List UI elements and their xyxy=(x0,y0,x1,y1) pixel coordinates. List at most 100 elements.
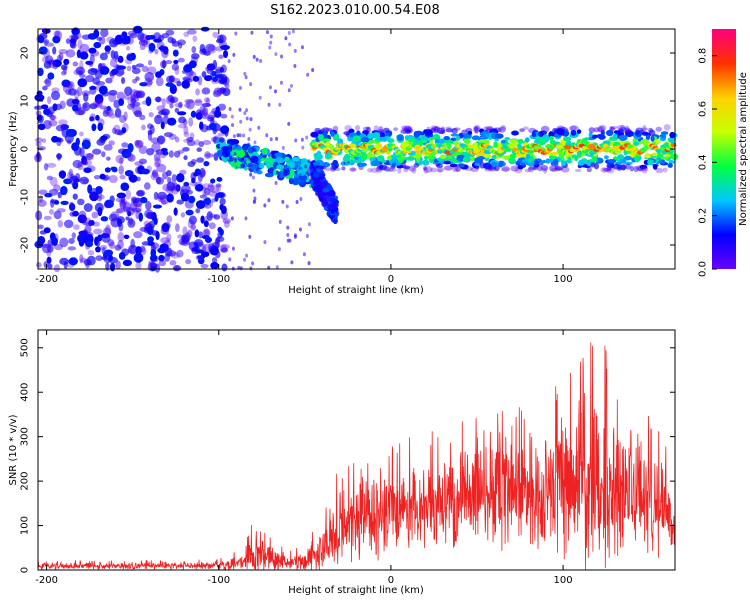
spectrogram-cell xyxy=(660,159,666,165)
spectrogram-cell xyxy=(114,107,122,118)
spectrogram-cell xyxy=(288,177,294,185)
spectrogram-cell xyxy=(330,131,335,137)
spectrogram-cell xyxy=(253,140,257,145)
spectrogram-cell xyxy=(298,174,308,182)
spectrogram-cell xyxy=(350,167,357,172)
spectrogram-cell xyxy=(195,200,206,209)
spectrogram-cell xyxy=(253,148,257,153)
spectrogram-cell xyxy=(367,132,374,139)
spectrogram-cell xyxy=(153,152,161,162)
spectrogram-cell xyxy=(100,28,109,38)
spectrogram-x-tick-label: -200 xyxy=(35,274,58,285)
spectrogram-cell xyxy=(108,140,115,146)
spectrogram-cell xyxy=(37,224,44,230)
spectrogram-cell xyxy=(495,133,504,139)
spectrogram-cell xyxy=(116,216,125,224)
spectrogram-cell xyxy=(72,193,78,200)
spectrogram-cell xyxy=(149,124,155,135)
spectrogram-cell xyxy=(247,142,251,147)
spectrogram-cell xyxy=(243,111,247,116)
spectrogram-cell xyxy=(595,157,604,164)
spectrogram-cell xyxy=(265,133,269,138)
spectrogram-cell xyxy=(219,197,226,206)
spectrogram-cell xyxy=(52,59,62,68)
spectrogram-cell xyxy=(162,183,172,192)
spectrogram-cell xyxy=(247,156,251,161)
spectrogram-cell xyxy=(65,38,71,44)
spectrogram-cell xyxy=(477,156,486,160)
spectrogram-cell xyxy=(331,198,337,206)
spectrogram-cell xyxy=(123,234,130,240)
spectrogram-cell xyxy=(88,47,97,54)
spectrogram-cell xyxy=(321,199,328,207)
spectrogram-y-tick-label: 20 xyxy=(20,47,31,60)
spectrogram-cell xyxy=(267,198,271,203)
spectrogram-y-tick-label: 10 xyxy=(20,95,31,108)
spectrogram-cell xyxy=(49,114,56,121)
spectrogram-cell xyxy=(371,160,380,167)
spectrogram-cell xyxy=(516,143,522,149)
spectrogram-cell xyxy=(215,106,220,113)
spectrogram-cell xyxy=(93,228,103,235)
spectrogram-cell xyxy=(434,138,440,145)
spectrogram-cell xyxy=(48,119,58,127)
spectrogram-cell xyxy=(167,117,177,126)
spectrogram-cell xyxy=(145,96,152,107)
spectrogram-cell xyxy=(287,31,291,36)
spectrogram-cell xyxy=(491,154,497,160)
spectrogram-cell xyxy=(203,187,211,196)
spectrogram-cell xyxy=(69,201,75,210)
snr-x-axis-label: Height of straight line (km) xyxy=(288,585,424,596)
spectrogram-cell xyxy=(95,102,101,107)
spectrogram-cell xyxy=(103,249,114,257)
spectrogram-cell xyxy=(642,125,647,132)
spectrogram-cell xyxy=(69,211,76,217)
spectrogram-cell xyxy=(186,99,195,110)
snr-x-tick-label: -200 xyxy=(35,575,58,586)
spectrogram-cell xyxy=(41,243,52,254)
spectrogram-cell xyxy=(106,105,111,112)
spectrogram-cell xyxy=(650,135,655,142)
spectrogram-cell xyxy=(199,105,206,115)
spectrogram-cell xyxy=(191,221,196,230)
spectrogram-cell xyxy=(574,168,582,173)
spectrogram-cell xyxy=(567,156,572,164)
spectrogram-cell xyxy=(180,184,191,194)
spectrogram-cell xyxy=(235,143,239,148)
spectrogram-cell xyxy=(204,236,213,243)
spectrogram-cell xyxy=(192,35,198,43)
spectrogram-cell xyxy=(563,145,572,150)
spectrogram-cell xyxy=(524,168,531,173)
spectrogram-cell xyxy=(323,199,328,206)
spectrogram-cell xyxy=(105,77,113,84)
spectrogram-cell xyxy=(177,57,185,63)
spectrogram-cell xyxy=(534,160,539,166)
spectrogram-cell xyxy=(111,167,118,173)
spectrogram-cell xyxy=(130,196,137,203)
spectrogram-cell xyxy=(77,78,88,88)
spectrogram-cell xyxy=(43,162,49,171)
spectrogram-cell xyxy=(249,117,253,122)
spectrogram-cell xyxy=(94,70,103,79)
spectrogram-cell xyxy=(353,158,362,164)
spectrogram-cell xyxy=(195,88,200,96)
spectrogram-cell xyxy=(155,149,166,155)
spectrogram-cell xyxy=(147,212,154,220)
spectrogram-cell xyxy=(53,184,61,192)
spectrogram-cell xyxy=(120,182,130,191)
spectrogram-cell xyxy=(100,216,109,222)
spectrogram-cell xyxy=(243,71,247,76)
spectrogram-cell xyxy=(248,127,252,132)
spectrogram-cell xyxy=(109,70,116,77)
spectrogram-cell xyxy=(548,158,554,163)
spectrogram-cell xyxy=(618,134,628,142)
spectrogram-cell xyxy=(278,219,282,224)
spectrogram-cell xyxy=(115,197,125,203)
spectrogram-cell xyxy=(39,230,47,235)
spectrogram-cell xyxy=(184,98,194,104)
spectrogram-cell xyxy=(151,169,159,179)
spectrogram-cell xyxy=(51,87,60,93)
spectrogram-cell xyxy=(201,71,207,78)
spectrogram-cell xyxy=(607,158,617,164)
spectrogram-cell xyxy=(68,237,75,245)
